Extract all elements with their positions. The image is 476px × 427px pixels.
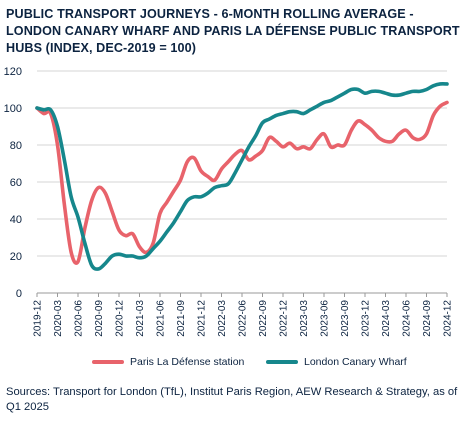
y-tick-label: 20 (10, 251, 22, 263)
x-tick-label: 2020-09 (94, 300, 105, 337)
chart-title: PUBLIC TRANSPORT JOURNEYS - 6-MONTH ROLL… (6, 7, 460, 55)
series-lines (35, 82, 449, 271)
x-tick-label: 2022-12 (279, 300, 290, 337)
y-tick-label: 40 (10, 214, 22, 226)
x-tick-label: 2021-03 (135, 300, 146, 337)
x-tick-label: 2020-03 (53, 300, 64, 337)
legend-swatch-london (266, 360, 298, 364)
paris-line (35, 100, 449, 265)
line-chart: 0 20 40 60 80 100 120 2019-12 2020-03 2020-06 202… (4, 66, 454, 337)
legend-label-paris: Paris La Défense station (130, 356, 245, 368)
x-tick-label: 2022-03 (217, 300, 228, 337)
x-tick-label: 2019-12 (33, 300, 44, 337)
x-tick-label: 2020-12 (115, 300, 126, 337)
x-axis: 2019-12 2020-03 2020-06 2020-09 2020-12 2021-… (33, 293, 454, 337)
x-tick-label: 2022-09 (258, 300, 269, 337)
y-tick-label: 100 (4, 103, 22, 115)
x-tick-label: 2023-09 (340, 300, 351, 337)
y-tick-label: 60 (10, 177, 22, 189)
y-tick-label: 80 (10, 140, 22, 152)
y-tick-label: 120 (4, 66, 22, 78)
legend-item-london: London Canary Wharf (266, 356, 407, 368)
legend: Paris La Défense station London Canary W… (0, 356, 476, 374)
x-tick-label: 2024-03 (381, 300, 392, 337)
london-line (35, 82, 449, 271)
gridlines (37, 70, 447, 294)
source-note: Sources: Transport for London (TfL), Ins… (6, 386, 458, 413)
x-tick-label: 2021-06 (156, 300, 167, 337)
legend-label-london: London Canary Wharf (304, 356, 407, 368)
y-axis: 0 20 40 60 80 100 120 (4, 66, 22, 300)
y-tick-label: 0 (16, 288, 22, 300)
x-tick-label: 2024-06 (402, 300, 413, 337)
legend-swatch-paris (92, 360, 124, 364)
x-tick-label: 2024-12 (443, 300, 454, 337)
x-tick-label: 2023-06 (320, 300, 331, 337)
legend-item-paris: Paris La Défense station (92, 356, 244, 368)
x-tick-label: 2021-12 (197, 300, 208, 337)
x-tick-label: 2020-06 (74, 300, 85, 337)
x-tick-label: 2021-09 (176, 300, 187, 337)
x-tick-label: 2023-03 (299, 300, 310, 337)
x-tick-label: 2023-12 (361, 300, 372, 337)
x-tick-label: 2024-09 (422, 300, 433, 337)
x-tick-label: 2022-06 (238, 300, 249, 337)
